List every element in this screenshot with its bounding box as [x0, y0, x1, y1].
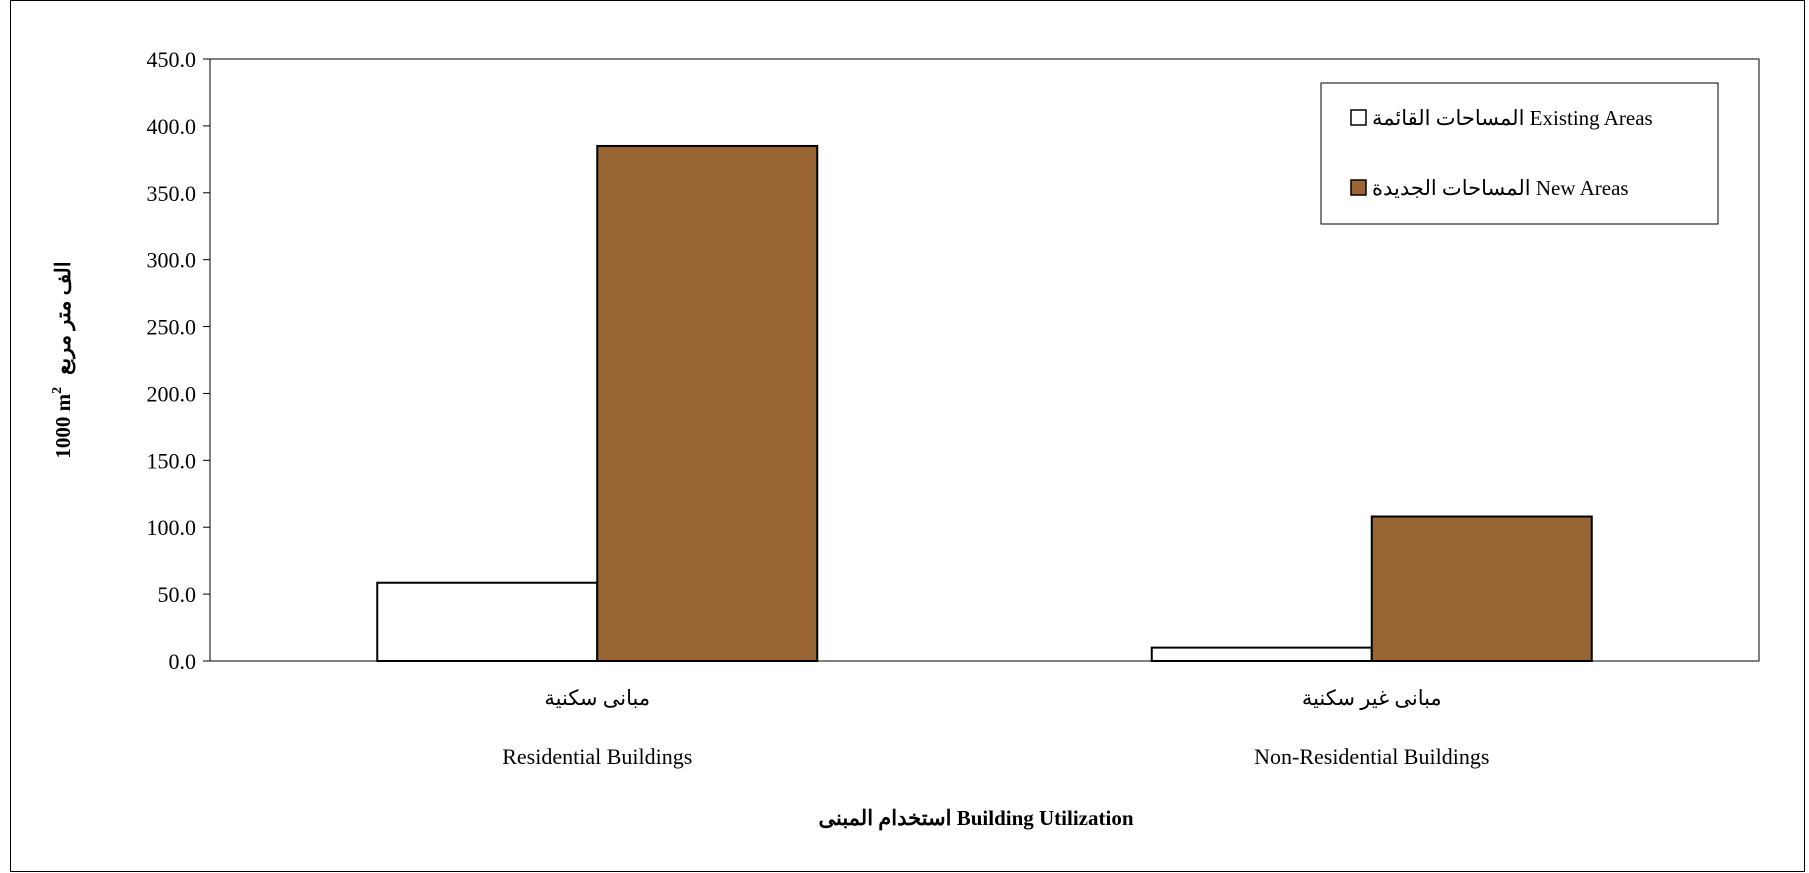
legend-box	[1320, 82, 1719, 225]
x-category-label-en: Residential Buildings	[502, 744, 692, 769]
y-tick-label: 400.0	[147, 114, 197, 139]
y-axis-title-en: 1000 m	[51, 393, 75, 458]
plot-area	[209, 58, 1760, 662]
x-category-label-ar: مبانى غير سكنية	[1302, 686, 1442, 711]
y-tick-label: 450.0	[147, 47, 197, 72]
y-axis-title-ar: الف متر مربع	[51, 261, 76, 375]
chart-frame	[10, 0, 1805, 872]
legend-label-existing: المساحات القائمة Existing Areas	[1372, 106, 1653, 130]
y-tick-label: 0.0	[169, 649, 197, 674]
bars	[376, 144, 1593, 663]
y-tick-label: 200.0	[147, 381, 197, 406]
y-axis-ticks: 0.0 50.0 100.0 150.0 200.0 250.0 300.0 350.0 400…	[147, 47, 210, 674]
y-tick-label: 100.0	[147, 515, 197, 540]
legend-swatch-new	[1350, 179, 1367, 196]
bar-new-1	[1370, 515, 1593, 663]
x-axis-title: استخدام المبنى Building Utilization	[818, 806, 1133, 831]
y-tick-label: 350.0	[147, 181, 197, 206]
legend-label-new: المساحات الجديدة New Areas	[1372, 176, 1629, 200]
bar-existing-1	[1150, 646, 1373, 662]
y-axis-title: 1000 m2 الف متر مربع	[50, 261, 76, 458]
y-tick-label: 50.0	[158, 582, 197, 607]
y-axis-title-sup: 2	[50, 387, 65, 394]
y-tick-label: 300.0	[147, 248, 197, 273]
legend-swatch-existing	[1350, 109, 1367, 126]
bar-existing-0	[376, 581, 599, 662]
x-axis-labels: مبانى سكنية Residential Buildings مبانى غي…	[502, 686, 1489, 769]
x-category-label-en: Non-Residential Buildings	[1254, 744, 1489, 769]
x-category-label-ar: مبانى سكنية	[544, 686, 650, 710]
legend: المساحات القائمة Existing Areas المساحات…	[1320, 82, 1719, 225]
bar-new-0	[596, 144, 819, 662]
y-tick-label: 250.0	[147, 315, 197, 340]
y-tick-label: 150.0	[147, 448, 197, 473]
